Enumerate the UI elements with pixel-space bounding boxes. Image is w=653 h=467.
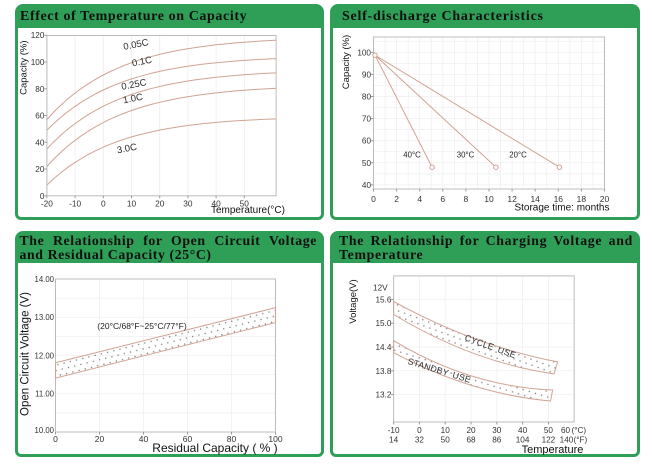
svg-text:10: 10 (126, 198, 136, 208)
svg-text:14: 14 (389, 435, 399, 444)
svg-text:40: 40 (518, 426, 528, 435)
svg-text:122: 122 (542, 435, 556, 444)
svg-text:40: 40 (211, 198, 221, 208)
svg-text:120: 120 (30, 31, 44, 40)
svg-text:20: 20 (155, 198, 165, 208)
svg-text:14.4: 14.4 (375, 343, 391, 352)
svg-text:16: 16 (554, 194, 564, 204)
svg-text:14: 14 (530, 194, 540, 204)
svg-text:14.00: 14.00 (34, 274, 54, 283)
svg-text:0.05C: 0.05C (122, 37, 149, 53)
svg-text:60: 60 (362, 136, 372, 145)
svg-text:Temperature(°C): Temperature(°C) (210, 205, 284, 216)
svg-text:104: 104 (516, 435, 530, 444)
svg-text:0: 0 (100, 198, 105, 208)
svg-text:20: 20 (466, 426, 476, 435)
svg-text:11.00: 11.00 (35, 389, 55, 398)
svg-text:40°C: 40°C (403, 150, 421, 159)
svg-text:-10: -10 (388, 426, 400, 435)
svg-text:80: 80 (35, 84, 45, 93)
svg-text:20°C: 20°C (509, 150, 527, 159)
svg-text:Capacity (%): Capacity (%) (18, 40, 29, 94)
svg-text:(°C): (°C) (572, 426, 587, 435)
svg-text:40: 40 (35, 138, 45, 147)
svg-text:12: 12 (507, 194, 517, 204)
svg-text:20: 20 (35, 165, 45, 174)
svg-text:50: 50 (239, 198, 249, 208)
svg-text:-10: -10 (69, 198, 81, 208)
svg-text:80: 80 (226, 434, 236, 444)
svg-text:40: 40 (138, 434, 148, 444)
svg-text:13.8: 13.8 (375, 366, 391, 375)
svg-text:90: 90 (362, 70, 372, 79)
svg-text:30°C: 30°C (457, 150, 475, 159)
svg-text:10.00: 10.00 (34, 425, 54, 434)
svg-text:50: 50 (544, 426, 554, 435)
svg-text:(20°C/68°F~25°C/77°F): (20°C/68°F~25°C/77°F) (97, 321, 187, 331)
svg-text:0: 0 (417, 426, 422, 435)
svg-text:10: 10 (484, 194, 494, 204)
svg-text:60: 60 (182, 434, 192, 444)
svg-text:32: 32 (415, 435, 425, 444)
svg-text:18: 18 (577, 194, 587, 204)
svg-text:12.00: 12.00 (34, 351, 54, 360)
svg-text:Voltage(V): Voltage(V) (348, 279, 359, 323)
svg-text:Capacity (%): Capacity (%) (341, 34, 352, 88)
svg-text:86: 86 (492, 435, 502, 444)
svg-text:Temperature: Temperature (522, 444, 584, 455)
svg-text:0.25C: 0.25C (120, 77, 147, 93)
svg-text:13.00: 13.00 (34, 313, 54, 322)
svg-text:70: 70 (362, 114, 372, 123)
svg-text:10: 10 (441, 426, 451, 435)
svg-text:1.0C: 1.0C (122, 91, 144, 106)
svg-text:0: 0 (39, 191, 44, 200)
svg-text:0.1C: 0.1C (131, 54, 153, 69)
svg-text:0: 0 (53, 434, 58, 444)
svg-text:60: 60 (561, 426, 571, 435)
svg-text:50: 50 (441, 435, 451, 444)
svg-text:50: 50 (362, 158, 372, 167)
svg-text:15.0: 15.0 (375, 319, 391, 328)
svg-text:(°F): (°F) (574, 435, 588, 444)
svg-text:4: 4 (417, 194, 422, 204)
svg-text:2: 2 (394, 194, 399, 204)
svg-text:30: 30 (183, 198, 193, 208)
svg-text:-20: -20 (40, 198, 52, 208)
svg-text:Storage time: months: Storage time: months (514, 202, 609, 213)
svg-text:Open Circuit Voltage (V): Open Circuit Voltage (V) (19, 291, 31, 415)
svg-text:13.2: 13.2 (375, 390, 391, 399)
svg-text:100: 100 (268, 434, 282, 444)
svg-text:80: 80 (362, 92, 372, 101)
svg-text:Residual Capacity ( % ): Residual Capacity ( % ) (152, 440, 277, 454)
svg-text:100: 100 (357, 48, 371, 57)
svg-text:68: 68 (466, 435, 476, 444)
svg-text:6: 6 (440, 194, 445, 204)
svg-text:60: 60 (35, 111, 45, 120)
svg-text:30: 30 (492, 426, 502, 435)
svg-text:STANDBY USE: STANDBY USE (407, 356, 473, 385)
svg-text:100: 100 (30, 58, 44, 67)
svg-text:20: 20 (94, 434, 104, 444)
svg-text:3.0C: 3.0C (116, 141, 138, 156)
svg-text:40: 40 (362, 180, 372, 189)
svg-text:0: 0 (371, 194, 376, 204)
svg-text:8: 8 (464, 194, 469, 204)
svg-text:20: 20 (600, 194, 610, 204)
svg-text:140: 140 (560, 435, 574, 444)
svg-text:15.6: 15.6 (375, 295, 391, 304)
svg-text:12V: 12V (373, 283, 388, 292)
